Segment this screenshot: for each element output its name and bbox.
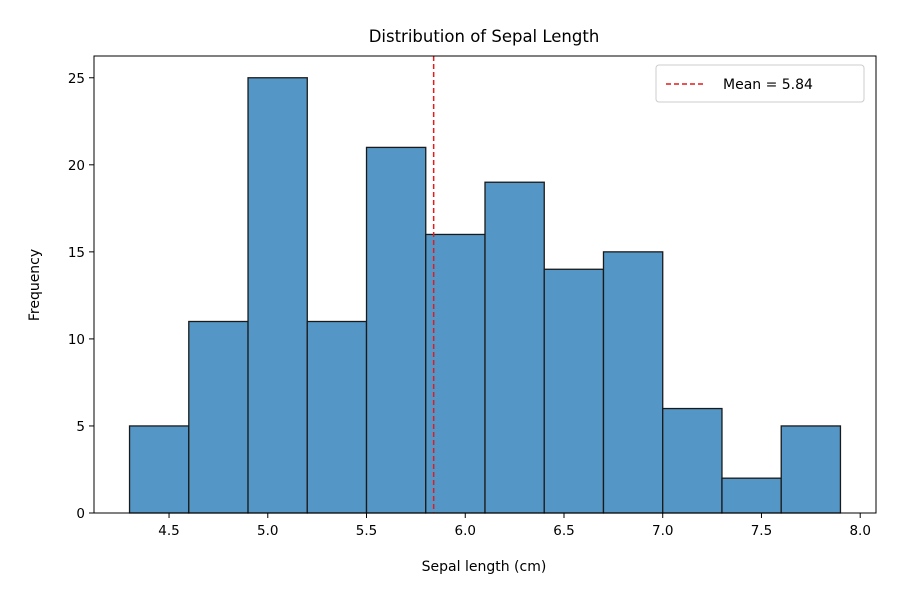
histogram-bar-2 [188, 320, 249, 514]
histogram-bar-6 [425, 233, 486, 514]
y-tick-label: 15 [68, 245, 85, 261]
histogram-bar-11 [721, 477, 782, 514]
x-tick-label: 6.5 [553, 523, 574, 539]
x-tick-label: 7.5 [751, 523, 772, 539]
x-tick-label: 6.0 [455, 523, 476, 539]
x-axis-ticks: 4.5 5.0 5.5 6.0 6.5 7.0 7.5 8.0 [158, 513, 871, 539]
histogram-bars [128, 77, 842, 514]
plot-frame [93, 55, 877, 514]
legend: Mean = 5.84 [655, 64, 865, 103]
histogram-bar-9 [602, 251, 664, 514]
y-tick-label: 25 [68, 71, 85, 87]
histogram-bar-5 [365, 146, 427, 514]
x-tick-label: 5.5 [356, 523, 377, 539]
y-tick-label: 5 [76, 419, 85, 435]
histogram-bar-12 [780, 425, 842, 514]
histogram-bar-8 [543, 268, 605, 514]
y-tick-label: 10 [68, 332, 85, 348]
histogram-bar-1 [128, 425, 190, 514]
chart-title: Distribution of Sepal Length [369, 27, 600, 46]
legend-mean-label: Mean = 5.84 [723, 77, 813, 93]
y-axis-ticks: 0 5 10 15 20 25 [68, 71, 94, 522]
legend-box [655, 64, 865, 103]
y-tick-label: 0 [76, 506, 85, 522]
x-tick-label: 4.5 [158, 523, 179, 539]
x-tick-label: 7.0 [652, 523, 673, 539]
histogram-bar-7 [484, 181, 545, 514]
histogram-bar-3 [247, 77, 308, 514]
histogram-bar-10 [662, 407, 723, 514]
histogram-bar-4 [306, 320, 368, 514]
x-tick-label: 5.0 [257, 523, 278, 539]
x-tick-label: 8.0 [849, 523, 870, 539]
y-axis-label: Frequency [27, 249, 43, 321]
y-tick-label: 20 [68, 158, 85, 174]
x-axis-label: Sepal length (cm) [422, 559, 547, 575]
